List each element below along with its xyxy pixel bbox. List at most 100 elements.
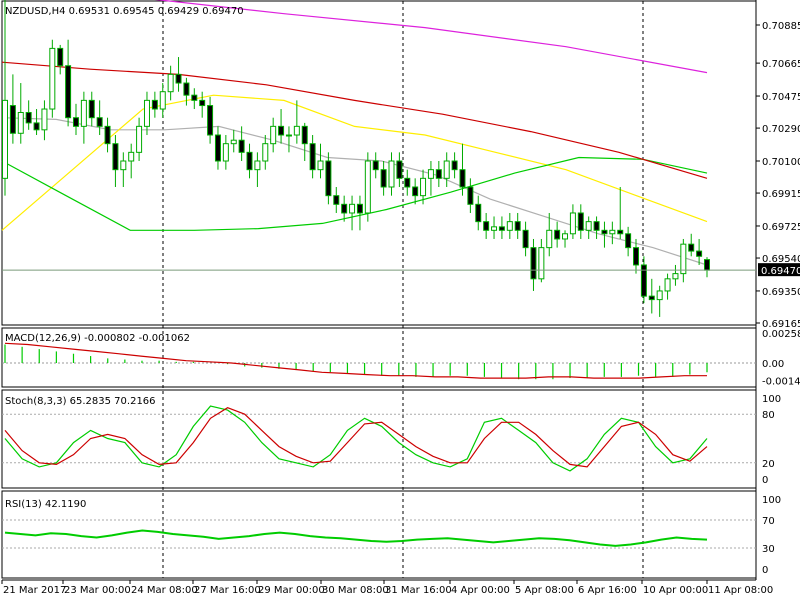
bear-candle-body <box>207 105 214 136</box>
bull-candle-body <box>388 160 395 188</box>
candle <box>593 216 600 239</box>
candle <box>222 135 229 170</box>
bull-candle-body <box>585 221 592 231</box>
bull-candle-body <box>270 125 277 145</box>
bull-candle-body <box>159 91 166 110</box>
bear-candle-body <box>112 143 119 171</box>
moving-average-line <box>154 0 708 74</box>
candle <box>49 39 56 118</box>
candle <box>459 143 466 196</box>
bull-candle-body <box>427 169 434 179</box>
candle <box>333 186 340 213</box>
candle <box>17 83 24 144</box>
bull-candle-body <box>254 160 261 171</box>
macd-tick-label: 0.00 <box>762 359 784 370</box>
bull-candle-body <box>293 125 300 136</box>
bear-candle-body <box>412 186 419 197</box>
candle <box>25 100 32 130</box>
time-tick-label: 6 Apr 16:00 <box>578 585 637 596</box>
candle <box>467 178 474 213</box>
bear-candle-body <box>372 160 379 171</box>
moving-average-line <box>1 156 708 231</box>
candle <box>412 178 419 205</box>
candle <box>72 103 79 136</box>
bear-candle-body <box>530 247 537 280</box>
macd-panel-title: MACD(12,26,9) -0.000802 -0.001062 <box>5 333 190 344</box>
bull-candle-body <box>317 160 324 171</box>
candle <box>380 161 387 196</box>
candle <box>577 204 584 239</box>
candle <box>435 161 442 187</box>
bear-candle-body <box>475 203 482 223</box>
candle <box>349 195 356 231</box>
stoch-line <box>4 407 708 468</box>
bull-candle-body <box>420 177 427 197</box>
bear-candle-body <box>191 94 198 101</box>
candle <box>88 91 95 127</box>
bull-candle-body <box>262 143 269 162</box>
bear-candle-body <box>65 65 72 119</box>
candle <box>664 273 671 300</box>
bear-candle-body <box>688 243 695 252</box>
candle <box>167 65 174 101</box>
bull-candle-body <box>230 139 237 145</box>
candle <box>356 195 363 231</box>
candle <box>451 152 458 179</box>
candle <box>96 100 103 136</box>
current-price-badge <box>758 263 800 277</box>
price-tick-label: 0.69540 <box>762 254 800 265</box>
bear-candle-body <box>199 99 206 107</box>
bear-candle-body <box>278 125 285 136</box>
candle <box>530 238 537 291</box>
bear-candle-body <box>183 82 190 96</box>
bear-candle-body <box>96 117 103 127</box>
price-panel-title: NZDUSD,H4 0.69531 0.69545 0.69429 0.6947… <box>5 6 244 17</box>
bull-candle-body <box>285 134 292 137</box>
candle <box>238 126 245 162</box>
time-tick-label: 11 Apr 08:00 <box>708 585 773 596</box>
candle <box>128 143 135 179</box>
candle <box>704 257 710 278</box>
candle <box>491 216 498 239</box>
candle <box>404 169 411 196</box>
rsi-tick-label: 0 <box>762 565 768 576</box>
candle <box>301 122 308 162</box>
price-tick-label: 0.69165 <box>762 319 800 330</box>
candle <box>506 212 513 239</box>
rsi-line <box>4 529 708 547</box>
candle <box>270 117 277 153</box>
candle <box>483 212 490 239</box>
stoch-line <box>4 405 708 472</box>
bear-candle-body <box>704 259 710 271</box>
time-tick-label: 27 Mar 16:00 <box>194 585 261 596</box>
candle <box>191 88 198 110</box>
bear-candle-body <box>214 134 221 162</box>
bear-candle-body <box>514 221 521 231</box>
candle <box>656 285 663 317</box>
candle <box>9 74 16 144</box>
time-tick-label: 30 Mar 08:00 <box>322 585 389 596</box>
candle <box>364 152 371 222</box>
candle <box>443 152 450 187</box>
candle <box>325 152 332 205</box>
candle <box>648 278 655 314</box>
rsi-tick-label: 30 <box>762 544 775 555</box>
candle <box>278 109 285 144</box>
candle <box>372 152 379 179</box>
candle <box>546 212 553 257</box>
candle <box>112 135 119 187</box>
price-tick-label: 0.69915 <box>762 189 800 200</box>
candle <box>57 44 64 75</box>
bear-candle-body <box>246 151 253 171</box>
candle <box>585 216 592 239</box>
candle <box>420 169 427 205</box>
price-tick-label: 0.69350 <box>762 287 800 298</box>
rsi-tick-label: 70 <box>762 516 775 527</box>
candle <box>136 117 143 162</box>
bear-candle-body <box>238 139 245 153</box>
macd-tick-label: -0.001492 <box>762 376 800 387</box>
candle <box>388 152 395 196</box>
time-tick-label: 10 Apr 00:00 <box>643 585 708 596</box>
bear-candle-body <box>309 143 316 171</box>
bull-candle-body <box>506 221 513 231</box>
